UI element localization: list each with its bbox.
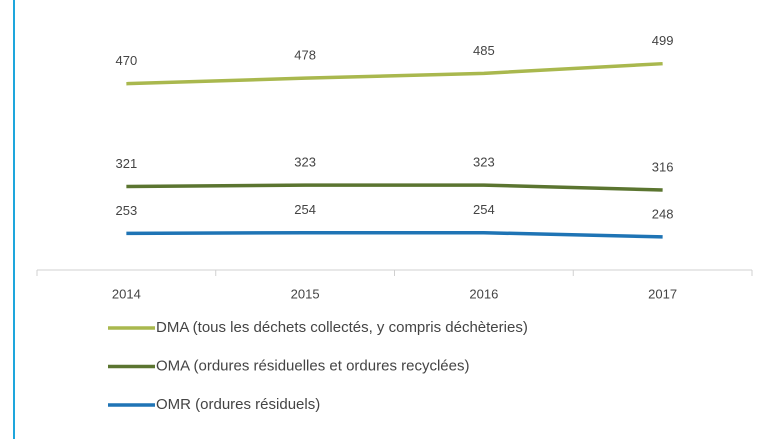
data-label: 316: [652, 159, 674, 174]
legend-label: DMA (tous les déchets collectés, y compr…: [156, 319, 528, 336]
x-tick-label: 2015: [291, 286, 320, 301]
legend-label: OMR (ordures résiduels): [156, 396, 320, 413]
data-label: 254: [294, 202, 316, 217]
data-label: 248: [652, 206, 674, 221]
data-label: 253: [116, 203, 138, 218]
data-label: 478: [294, 48, 316, 63]
data-label: 321: [116, 156, 138, 171]
data-label: 485: [473, 43, 495, 58]
legend-label: OMA (ordures résiduelles et ordures recy…: [156, 357, 469, 374]
data-label: 499: [652, 33, 674, 48]
series-line: [126, 61, 663, 86]
x-tick-label: 2017: [648, 286, 677, 301]
x-tick-label: 2016: [469, 286, 498, 301]
x-tick-label: 2014: [112, 286, 141, 301]
data-label: 323: [473, 155, 495, 170]
data-label: 470: [116, 53, 138, 68]
series-line: [126, 230, 663, 239]
series-line: [126, 183, 663, 192]
data-label: 323: [294, 155, 316, 170]
data-label: 254: [473, 202, 495, 217]
